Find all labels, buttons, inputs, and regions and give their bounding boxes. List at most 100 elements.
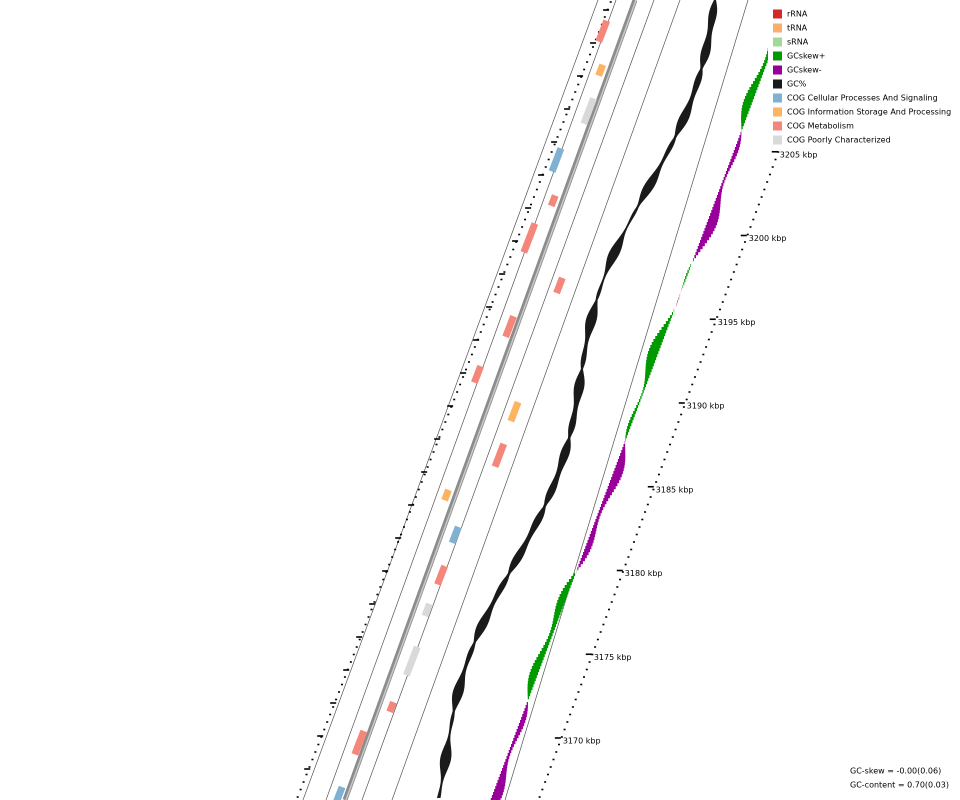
gc-skew-bar xyxy=(614,468,624,472)
gc-skew-bar xyxy=(571,576,574,580)
gc-skew-bar xyxy=(538,654,545,658)
gc-skew-bar xyxy=(594,522,598,526)
gc-skew-bar xyxy=(602,501,607,505)
gc-skew-bar xyxy=(765,57,769,61)
gc-skew-bar xyxy=(727,168,730,172)
gc-skew-bar xyxy=(701,237,710,241)
gc-skew-bar xyxy=(746,93,756,97)
scale-label: 3170 kbp xyxy=(563,737,601,746)
gc-skew-bar xyxy=(630,417,634,421)
gc-skew-bar xyxy=(744,96,754,100)
gc-skew-bar xyxy=(716,195,722,199)
gc-skew-bar xyxy=(607,486,616,490)
gc-skew-bar xyxy=(627,426,631,430)
gc-skew-bar xyxy=(694,255,696,259)
gc-skew-bar xyxy=(617,459,626,463)
gc-skew-bar xyxy=(730,159,735,163)
gc-skew-bar xyxy=(503,765,508,769)
gc-skew-bar xyxy=(545,642,550,646)
gene-feature xyxy=(441,488,452,502)
gc-skew-bar xyxy=(606,489,614,493)
legend-label: GCskew+ xyxy=(787,52,825,61)
gc-skew-bar xyxy=(743,99,753,103)
gene-feature xyxy=(434,564,448,586)
gc-skew-bar xyxy=(749,87,758,91)
gc-skew-bar xyxy=(633,411,636,415)
gc-skew-bar xyxy=(738,138,741,142)
gc-skew-bar xyxy=(493,792,503,796)
gc-skew-bar xyxy=(700,240,708,244)
gc-skew-bar xyxy=(596,516,600,520)
gc-skew-bar xyxy=(557,600,565,604)
gc-skew-bar xyxy=(578,564,581,568)
gc-skew-bar xyxy=(508,750,512,754)
gc-skew-bar xyxy=(695,252,699,256)
gc-skew-bar xyxy=(645,375,650,379)
gc-skew-bar xyxy=(741,108,750,112)
legend: rRNA tRNA sRNA GCskew+ GCskew- GC% COG Cellula… xyxy=(768,0,960,148)
gc-skew-bar xyxy=(626,429,630,433)
gc-skew-bar xyxy=(706,222,718,226)
gc-skew-bar xyxy=(645,363,654,367)
track-line xyxy=(504,0,749,800)
scale-label: 3195 kbp xyxy=(718,318,756,327)
gc-skew-bar xyxy=(579,561,583,565)
gc-skew-bar xyxy=(644,378,649,382)
legend-swatch xyxy=(773,9,782,19)
gc-skew-bar xyxy=(524,708,528,712)
gene-feature xyxy=(595,19,611,43)
gc-skew-bar xyxy=(622,447,626,451)
gc-skew-bar xyxy=(509,747,513,751)
gc-skew-bar xyxy=(752,81,760,85)
gc-skew-bar xyxy=(588,537,595,541)
gc-skew-bar xyxy=(718,192,722,196)
gc-skew-bar xyxy=(564,585,571,589)
gc-skew-bar xyxy=(638,399,641,403)
gene-feature xyxy=(491,442,508,468)
gc-skew-bar xyxy=(645,366,653,370)
gc-skew-bar xyxy=(533,663,542,667)
legend-swatch xyxy=(773,37,782,47)
gc-skew-bar xyxy=(625,438,626,442)
track-line xyxy=(391,0,681,800)
gc-skew-bar xyxy=(712,207,721,211)
gc-skew-bar xyxy=(527,687,533,691)
gc-skew-bar xyxy=(527,681,535,685)
gc-skew-bar xyxy=(739,135,742,139)
gene-feature xyxy=(595,63,607,77)
gc-content-plot xyxy=(436,0,718,798)
track-line xyxy=(302,0,599,800)
legend-label: COG Cellular Processes And Signaling xyxy=(787,94,938,103)
legend-label: rRNA xyxy=(787,10,808,19)
gc-skew-bar xyxy=(597,513,601,517)
gc-skew-bar xyxy=(754,78,761,82)
gc-skew-bar xyxy=(595,519,599,523)
gc-skew-bar xyxy=(625,435,627,439)
gc-skew-bar xyxy=(584,549,591,553)
gc-skew-bar xyxy=(643,387,645,391)
gc-skew-bar xyxy=(553,615,560,619)
gc-skew-bar xyxy=(741,120,745,124)
gc-skew-bar xyxy=(732,153,737,157)
legend-swatch xyxy=(773,93,782,103)
gc-skew-bar xyxy=(502,768,507,772)
gc-skew-bar xyxy=(741,117,747,121)
gc-skew-bar xyxy=(521,717,527,721)
gc-skew-bar xyxy=(517,726,523,730)
gc-skew-bar xyxy=(583,552,589,556)
gc-skew-bar xyxy=(670,315,672,319)
gc-skew-bar xyxy=(612,474,622,478)
scale-label: 3175 kbp xyxy=(594,653,632,662)
gc-skew-bar xyxy=(550,630,554,634)
gc-skew-bar xyxy=(496,783,506,787)
legend-swatch xyxy=(773,51,782,61)
gc-skew-bar xyxy=(546,639,551,643)
gc-skew-bar xyxy=(610,480,620,484)
gc-skew-bar xyxy=(593,525,598,529)
gc-skew-bar xyxy=(715,198,721,202)
gc-skew-bar xyxy=(625,432,628,436)
gc-skew-bar xyxy=(598,510,602,514)
gc-skew-bar xyxy=(698,243,705,247)
gc-skew-bar xyxy=(631,414,635,418)
